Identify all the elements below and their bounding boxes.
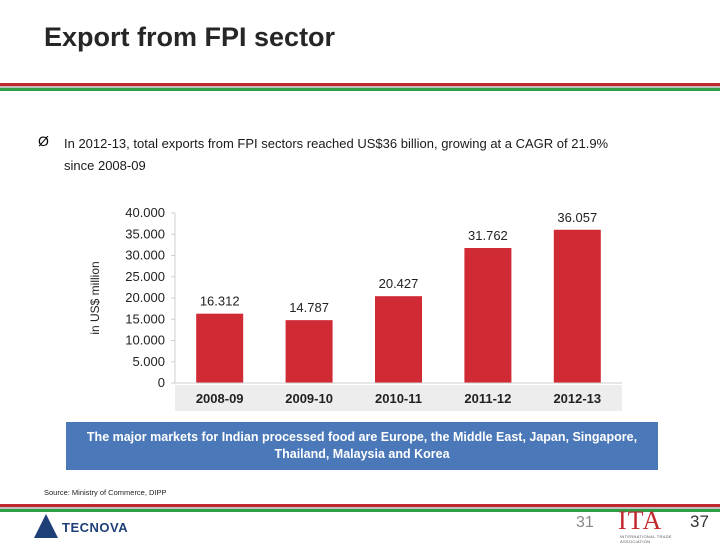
y-tick-label: 20.000 — [125, 290, 165, 305]
bullet-line-2: since 2008-09 — [64, 158, 146, 173]
slide-title: Export from FPI sector — [44, 22, 336, 52]
tecnova-wordmark: TECNOVA — [62, 520, 129, 535]
footer-stripe-gray — [0, 507, 720, 509]
x-tick-label: 2011-12 — [464, 391, 511, 406]
x-tick-label: 2008-09 — [196, 391, 244, 406]
header-stripe-red — [0, 83, 720, 86]
bar-2008-09 — [196, 313, 244, 383]
y-tick-label: 15.000 — [125, 311, 165, 326]
y-tick-label: 25.000 — [125, 269, 165, 284]
markets-banner: The major markets for Indian processed f… — [66, 422, 658, 470]
y-tick-label: 40.000 — [125, 205, 165, 220]
bar-2011-12 — [464, 248, 512, 383]
y-tick-label: 30.000 — [125, 248, 165, 263]
header-stripe-green — [0, 88, 720, 91]
export-bar-chart: 0 5.000 10.000 15.000 20.000 25.000 30.000 35.0… — [88, 205, 622, 411]
page-number: 37 — [690, 512, 709, 531]
bar-2010-11 — [375, 296, 422, 383]
x-axis-band — [175, 385, 622, 411]
data-label: 14.787 — [289, 300, 329, 315]
x-tick-label: 2010-11 — [375, 391, 422, 406]
x-tick-label: 2009-10 — [285, 391, 333, 406]
data-label: 20.427 — [379, 276, 419, 291]
ita-logo: ITA INTERNATIONAL TRADE ASSOCIATION — [618, 506, 682, 544]
tecnova-mark-icon — [34, 514, 58, 538]
ita-letters: ITA — [618, 506, 663, 535]
header-stripe-gray — [0, 86, 720, 88]
footer-stripe-red — [0, 504, 720, 507]
footer-stripe-green — [0, 509, 720, 512]
page-number-faded: 31 — [576, 514, 594, 531]
bar-2012-13 — [553, 229, 601, 383]
ita-subtitle: INTERNATIONAL TRADE ASSOCIATION — [620, 534, 672, 544]
data-label: 31.762 — [468, 228, 508, 243]
bar-2009-10 — [285, 320, 333, 383]
y-tick-label: 5.000 — [132, 354, 165, 369]
data-label: 36.057 — [557, 210, 597, 225]
data-label: 16.312 — [200, 294, 240, 309]
source-note: Source: Ministry of Commerce, DIPP — [44, 488, 167, 497]
y-tick-label: 0 — [158, 375, 165, 390]
y-tick-label: 10.000 — [125, 333, 165, 348]
x-tick-label: 2012-13 — [553, 391, 601, 406]
bullet-line-1: In 2012-13, total exports from FPI secto… — [64, 136, 609, 151]
y-tick-label: 35.000 — [125, 226, 165, 241]
tecnova-logo: TECNOVA — [26, 512, 136, 540]
y-axis-label: in US$ million — [88, 261, 102, 334]
bullet-text: In 2012-13, total exports from FPI secto… — [64, 133, 684, 177]
bullet-arrow-icon: Ø — [38, 133, 49, 149]
